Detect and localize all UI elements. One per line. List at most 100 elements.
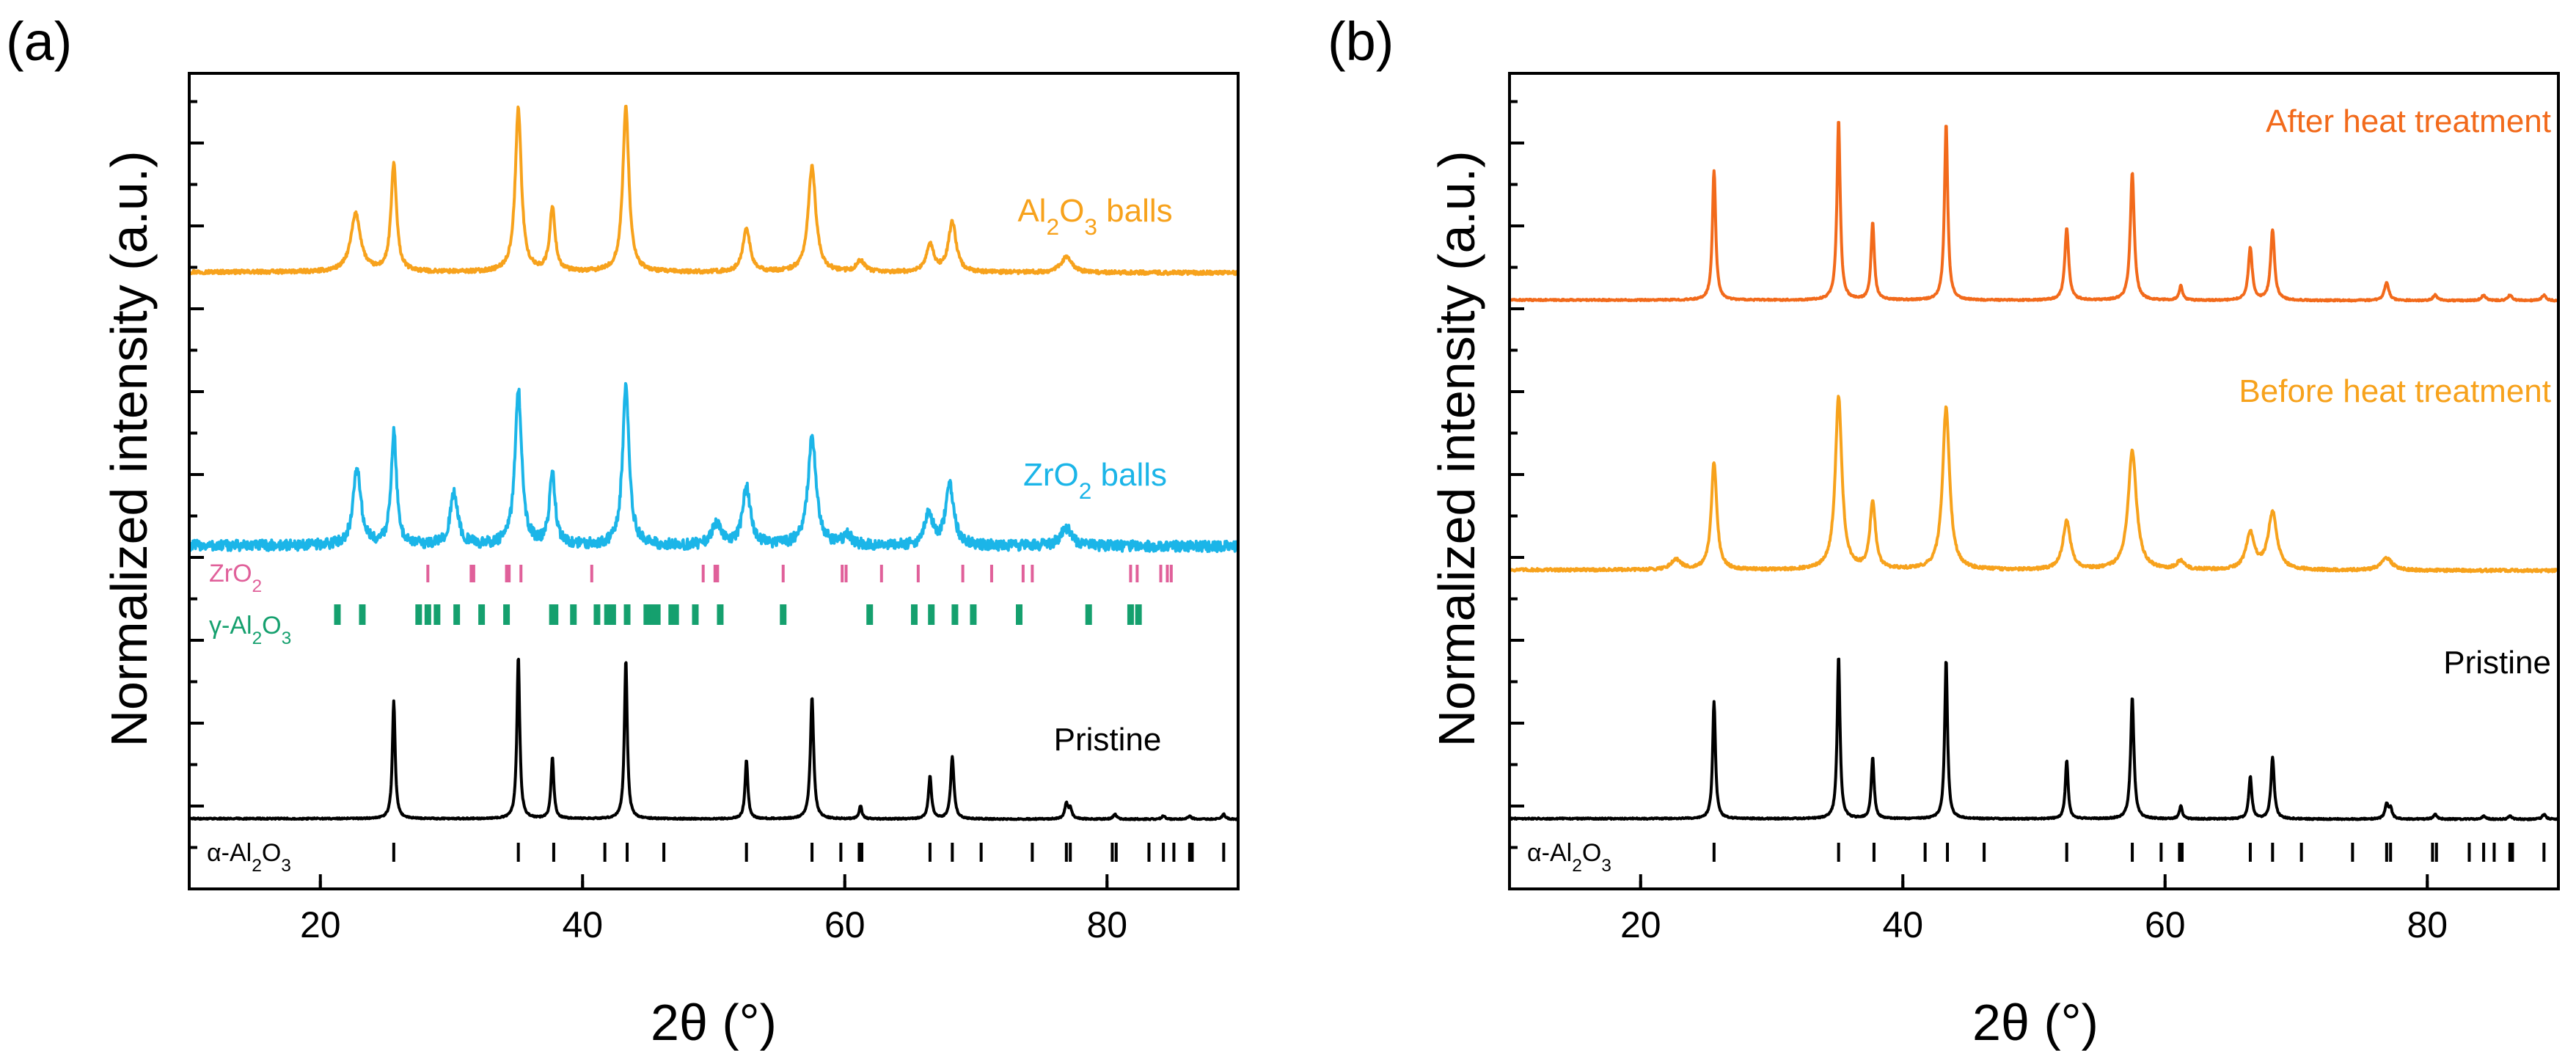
ref-tick-a-al2o3 [860,843,863,862]
ref-tick-a-al2o3 [970,604,977,625]
ref-tick-a-zro2 [1135,565,1139,582]
xtick-label-b-20: 20 [1620,904,1661,945]
panel-a-plot: 20 40 60 80 Al2O3 balls ZrO2 balls Pristine ZrO… [188,100,1240,945]
panel-b-plot: 20 40 60 80 After heat treatment Before heat … [1508,100,2560,945]
ref-tick-a-al2o3 [1190,843,1194,862]
series-label-b-before-heat-treatment: Before heat treatment [2239,373,2551,409]
ref-tick-b-al2o3 [1837,843,1840,862]
ref-tick-b-al2o3 [1983,843,1986,862]
ref-tick-a-al2o3 [1114,843,1118,862]
ref-tick-a-al2o3 [668,604,676,625]
ref-tick-a-zro2 [1166,565,1169,582]
series-line-b-pristine [1508,657,2560,821]
ref-tick-a-al2o3 [1162,843,1166,862]
ref-tick-a-zro2 [961,565,965,582]
ref-tick-a-al2o3 [552,604,559,625]
panel-a-frame [188,72,1240,890]
ref-tick-a-al2o3 [593,604,601,625]
ref-tick-a-zro2 [505,565,508,582]
ref-tick-b-al2o3 [1923,843,1927,862]
ref-tick-a-zro2 [508,565,511,582]
ref-tick-a-zro2 [426,565,430,582]
ref-tick-a-al2o3 [910,604,918,625]
ref-tick-b-al2o3 [1872,843,1876,862]
ref-tick-a-al2o3 [780,604,787,625]
panel-a-ylabel: Normalized intensity (a.u.) [100,150,158,747]
xtick-label-a-80: 80 [1086,904,1127,945]
ref-tick-a-al2o3 [672,604,679,625]
ref-tick-b-al2o3 [1946,843,1950,862]
ref-tick-a-zro2 [469,565,473,582]
ref-label-a-al2o3: α-Al2O3 [207,839,291,876]
ref-tick-b-al2o3 [2467,843,2471,862]
ref-tick-a-zro2 [519,565,523,582]
ref-tick-a-al2o3 [1127,604,1134,625]
ref-tick-a-al2o3 [478,604,486,625]
ref-tick-a-zro2 [1159,565,1163,582]
ref-tick-a-al2o3 [433,604,441,625]
xtick-label-a-60: 60 [824,904,866,945]
ref-tick-b-al2o3 [2299,843,2303,862]
ref-tick-a-al2o3 [951,604,959,625]
ref-tick-a-al2o3 [603,843,607,862]
panel-b: (b) Normalized intensity (a.u.) 2θ (°) 2… [1328,11,2560,1051]
ref-tick-b-al2o3 [2508,843,2511,862]
ref-tick-a-zro2 [781,565,785,582]
panel-b-frame [1508,72,2560,890]
ref-tick-a-zro2 [989,565,993,582]
ref-tick-a-zro2 [1031,565,1034,582]
ref-tick-a-zro2 [590,565,593,582]
series-label-a-zro2-balls: ZrO2 balls [1023,457,1167,504]
ref-tick-b-al2o3 [2180,843,2184,862]
ref-tick-a-zro2 [713,565,717,582]
ref-label-a-zro2: ZrO2 [209,560,262,596]
ref-tick-a-al2o3 [1085,604,1092,625]
panel-a-label: (a) [6,11,72,72]
xtick-label-b-80: 80 [2407,904,2448,945]
ref-tick-a-zro2 [879,565,883,582]
ref-tick-a-al2o3 [453,604,461,625]
ref-tick-a-zro2 [472,565,475,582]
ref-tick-a-al2o3 [424,604,431,625]
ref-tick-a-al2o3 [744,843,748,862]
panel-b-label: (b) [1328,11,1394,72]
ref-tick-a-al2o3 [604,604,611,625]
series-label-a-pristine: Pristine [1054,722,1162,758]
ref-tick-a-al2o3 [334,604,341,625]
xtick-label-b-40: 40 [1882,904,1923,945]
series-line-a-pristine [188,657,1240,821]
ref-tick-a-zro2 [1021,565,1025,582]
ref-tick-a-al2o3 [1172,843,1176,862]
ref-tick-b-al2o3 [2065,843,2068,862]
ref-tick-a-zro2 [841,565,844,582]
ref-tick-a-zro2 [1169,565,1173,582]
ref-label-a-al2o3: γ-Al2O3 [209,612,291,648]
panel-a-xlabel: 2θ (°) [651,994,777,1051]
series-line-a-zro2-balls [188,381,1240,554]
series-label-b-pristine: Pristine [2443,645,2551,681]
ref-tick-a-al2o3 [626,843,629,862]
xtick-label-a-20: 20 [300,904,341,945]
ref-tick-a-al2o3 [1064,843,1068,862]
ref-tick-a-al2o3 [552,843,555,862]
ref-tick-b-al2o3 [2492,843,2496,862]
xtick-label-b-60: 60 [2145,904,2186,945]
ref-tick-b-al2o3 [2434,843,2438,862]
ref-tick-a-al2o3 [1069,843,1072,862]
ref-tick-a-al2o3 [928,604,935,625]
ref-tick-a-al2o3 [650,604,657,625]
ref-tick-a-al2o3 [392,843,395,862]
ref-tick-a-al2o3 [839,843,843,862]
panel-a: (a) Normalized intensity (a.u.) 2θ (°) 2… [6,11,1240,1051]
ref-tick-a-zro2 [844,565,848,582]
ref-tick-a-al2o3 [1188,843,1191,862]
ref-tick-a-al2o3 [415,604,422,625]
ref-tick-a-al2o3 [1110,843,1114,862]
ref-tick-a-zro2 [701,565,705,582]
ref-tick-b-al2o3 [2271,843,2275,862]
ref-tick-a-al2o3 [662,843,666,862]
ref-tick-b-al2o3 [2178,843,2181,862]
ref-tick-a-al2o3 [570,604,577,625]
ref-tick-a-al2o3 [645,604,653,625]
